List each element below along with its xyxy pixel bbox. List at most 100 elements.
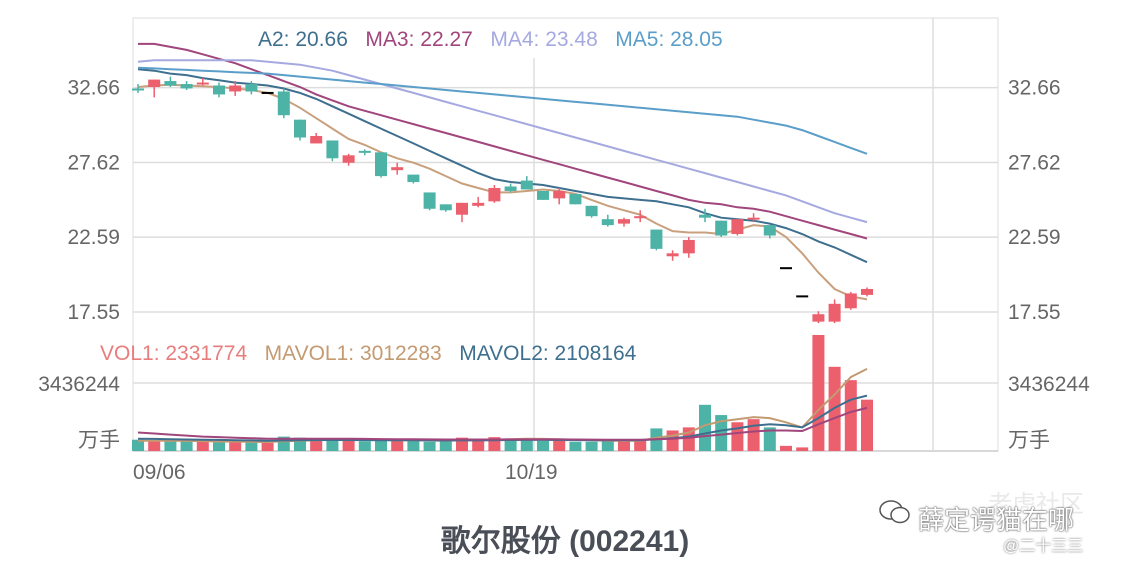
candle-body: [148, 79, 161, 88]
candlesticks: [132, 76, 873, 324]
legend-ma4: MA4: 23.48: [490, 28, 598, 51]
price-tick-label-right: 17.55: [1008, 301, 1061, 324]
volume-bar: [504, 438, 517, 451]
candle-body: [844, 293, 857, 309]
volume-bar: [666, 430, 679, 451]
volume-bar: [763, 427, 776, 451]
volume-legend: VOL1: 2331774 MAVOL1: 3012283 MAVOL2: 21…: [100, 342, 636, 366]
volume-bar: [180, 441, 193, 451]
candle-body: [439, 204, 452, 211]
candle-body: [682, 239, 695, 254]
volume-bar: [861, 399, 873, 451]
price-tick-label-left: 17.55: [67, 301, 120, 324]
watermark-text: 薛定谔猫在哪: [918, 505, 1075, 535]
price-legend: A2: 20.66 MA3: 22.27 MA4: 23.48 MA5: 28.…: [258, 28, 723, 52]
volume-bar: [229, 442, 242, 451]
volume-bar: [391, 440, 404, 451]
candle-body: [229, 85, 242, 92]
volume-bar: [537, 440, 549, 451]
volume-bar: [196, 441, 209, 451]
legend-mavol1: MAVOL1: 3012283: [264, 342, 442, 365]
candle-body: [861, 288, 873, 295]
volume-bar: [553, 440, 566, 451]
volume-bar: [715, 415, 728, 451]
ma-line-ma4: [137, 59, 868, 224]
volume-bars: [132, 334, 873, 451]
volume-bar: [245, 441, 258, 451]
candle-body: [180, 84, 193, 89]
price-tick-label-right: 22.59: [1008, 226, 1061, 249]
volume-bar: [164, 440, 177, 451]
candle-body: [650, 229, 663, 249]
candle-body: [358, 150, 371, 153]
watermark-faded-text: 老虎社区: [988, 491, 1084, 518]
volume-bar: [310, 438, 323, 451]
chart-title: 歌尔股份 (002241): [440, 525, 690, 558]
volume-bar: [618, 440, 630, 451]
legend-ma2: A2: 20.66: [258, 28, 348, 51]
candle-body: [164, 81, 177, 86]
candle-body: [326, 140, 339, 159]
ma-line-ma5: [137, 66, 868, 155]
candle-body: [715, 220, 728, 236]
volume-bar: [261, 442, 274, 451]
legend-ma5: MA5: 28.05: [615, 28, 723, 51]
ma-line-ma2: [137, 68, 868, 264]
volume-bar: [326, 440, 339, 451]
candle-body: [828, 303, 841, 322]
volume-bar: [423, 441, 436, 451]
volume-tick-label-right: 万手: [1008, 429, 1050, 452]
volume-bar: [585, 441, 598, 451]
volume-bar: [796, 447, 809, 451]
volume-tick-label-right: 3436244: [1008, 373, 1090, 396]
candle-body: [407, 174, 420, 183]
candle-body: [666, 253, 679, 257]
candle-body: [618, 219, 630, 224]
candle-body: [763, 225, 776, 236]
candle-body: [585, 205, 598, 217]
volume-bar: [747, 419, 760, 451]
wechat-icon: [878, 498, 912, 526]
candle-body: [569, 193, 582, 205]
volume-bar: [520, 438, 533, 451]
volume-bar: [132, 439, 144, 451]
price-tick-label-left: 27.62: [67, 151, 120, 174]
candle-body: [196, 82, 209, 85]
candle-body: [634, 216, 647, 219]
x-tick-label: 10/19: [505, 461, 558, 484]
volume-ma-lines: [137, 368, 868, 444]
candle-body: [132, 88, 144, 91]
volume-bar: [407, 440, 420, 451]
volume-bar: [148, 440, 161, 451]
legend-ma3: MA3: 22.27: [365, 28, 473, 51]
candle-body: [245, 84, 258, 92]
candle-body: [456, 202, 468, 215]
candle-body: [731, 219, 744, 235]
price-ma-lines: [137, 42, 868, 301]
volume-bar: [634, 440, 647, 451]
candle-body: [699, 214, 711, 218]
volume-bar: [699, 404, 711, 451]
chart-grid: [132, 17, 999, 452]
candle-body: [488, 187, 501, 202]
volume-bar: [358, 441, 371, 451]
volume-bar: [375, 439, 387, 451]
volume-bar: [844, 380, 857, 451]
candle-body: [342, 155, 355, 163]
price-tick-label-right: 32.66: [1008, 77, 1061, 100]
candle-body: [601, 219, 614, 226]
volume-ma-line-mavol3: [137, 406, 868, 441]
price-tick-label-left: 32.66: [67, 77, 120, 100]
candle-body: [375, 152, 387, 177]
volume-tick-label-left: 3436244: [38, 373, 120, 396]
volume-bar: [812, 334, 825, 451]
volume-bar: [601, 440, 614, 451]
candle-body: [812, 314, 825, 322]
ma-line-ma1: [137, 83, 868, 301]
legend-vol1: VOL1: 2331774: [100, 342, 248, 365]
candle-body: [747, 217, 760, 220]
candle-body: [277, 91, 290, 116]
volume-bar: [569, 441, 582, 451]
candle-body: [213, 85, 225, 95]
